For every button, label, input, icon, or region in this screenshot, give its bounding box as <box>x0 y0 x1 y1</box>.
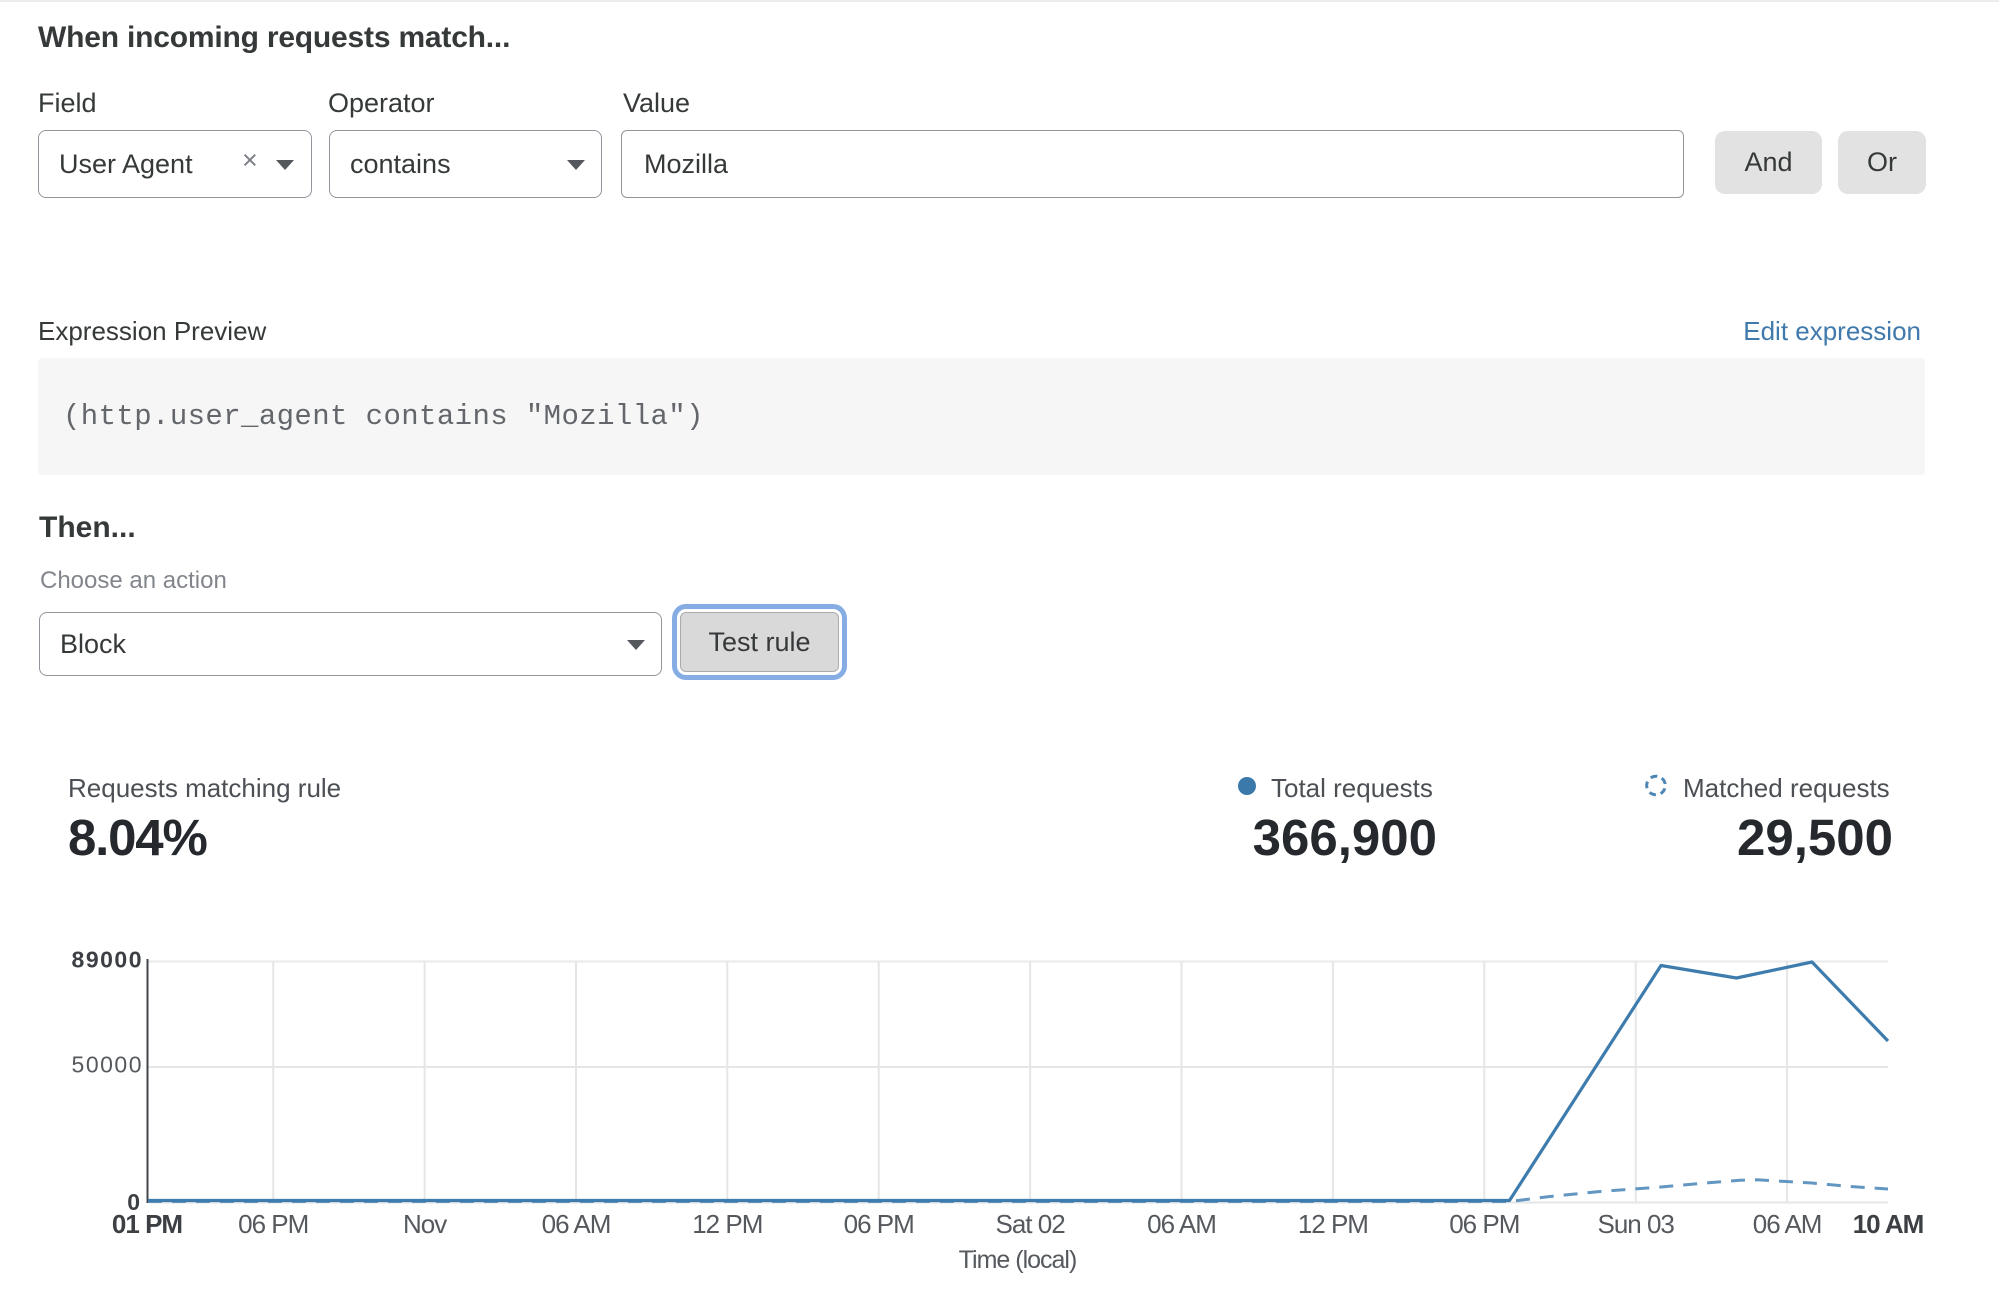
svg-text:06 AM: 06 AM <box>1147 1209 1216 1239</box>
svg-text:06 PM: 06 PM <box>844 1209 914 1239</box>
svg-text:06 PM: 06 PM <box>238 1209 308 1239</box>
svg-text:12 PM: 12 PM <box>692 1209 762 1239</box>
svg-text:89000: 89000 <box>72 947 143 973</box>
svg-text:Sun 03: Sun 03 <box>1597 1209 1674 1239</box>
svg-text:06 PM: 06 PM <box>1449 1209 1519 1239</box>
svg-text:Sat 02: Sat 02 <box>996 1209 1066 1239</box>
svg-text:50000: 50000 <box>72 1052 143 1078</box>
svg-text:01 PM: 01 PM <box>112 1209 182 1239</box>
svg-text:Nov: Nov <box>403 1209 447 1239</box>
svg-text:06 AM: 06 AM <box>542 1209 611 1239</box>
svg-text:0: 0 <box>127 1189 141 1215</box>
svg-text:10 AM: 10 AM <box>1853 1209 1924 1239</box>
svg-text:12 PM: 12 PM <box>1298 1209 1368 1239</box>
svg-text:06 AM: 06 AM <box>1753 1209 1822 1239</box>
svg-text:Time (local): Time (local) <box>959 1246 1077 1274</box>
